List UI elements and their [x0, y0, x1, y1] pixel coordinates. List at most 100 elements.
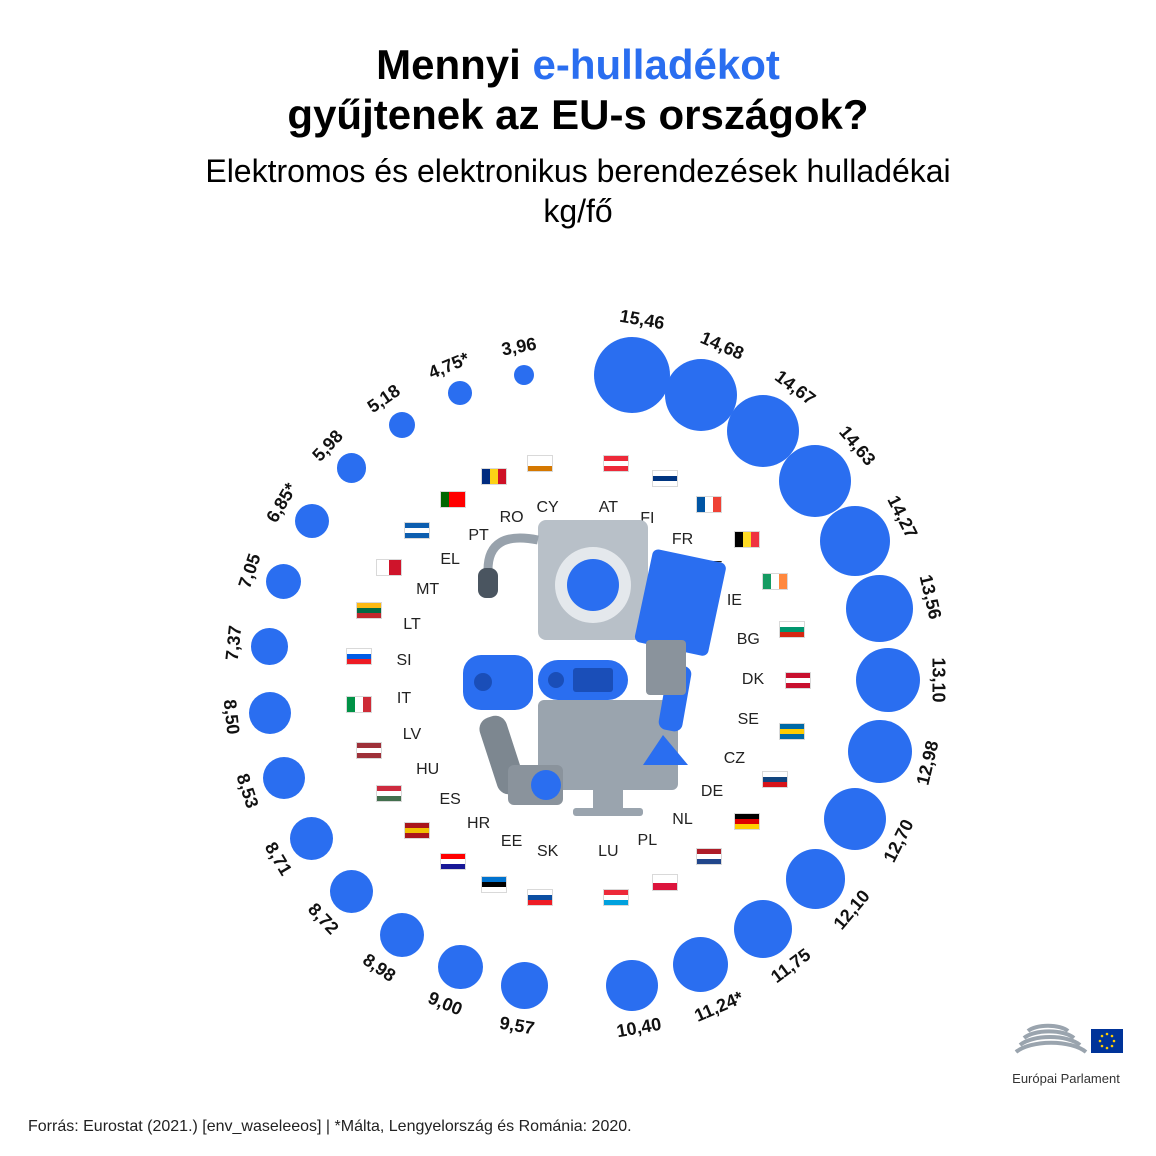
- value-NL: 11,75: [767, 945, 815, 988]
- flag-LT: [356, 602, 382, 619]
- value-PT: 5,18: [364, 381, 405, 418]
- bubble-IT: [249, 692, 291, 734]
- value-RO: 4,75*: [426, 348, 473, 383]
- bubble-MT: [295, 504, 329, 538]
- code-EE: EE: [501, 833, 522, 851]
- footer-source: Forrás: Eurostat (2021.) [env_waseleeos]…: [28, 1118, 632, 1136]
- bubble-FR: [727, 395, 799, 467]
- bubble-LT: [266, 564, 301, 599]
- bubble-EL: [337, 453, 367, 483]
- bubble-BG: [846, 575, 913, 642]
- value-ES: 8,72: [303, 899, 342, 939]
- flag-EL: [404, 522, 430, 539]
- title-line2: gyűjtenek az EU-s országok?: [287, 91, 868, 138]
- value-SK: 9,57: [498, 1013, 536, 1040]
- bubble-DK: [856, 648, 921, 713]
- flag-RO: [481, 468, 507, 485]
- code-SK: SK: [537, 843, 558, 861]
- value-DE: 12,10: [830, 886, 875, 934]
- flag-EE: [481, 876, 507, 893]
- value-IE: 14,27: [883, 492, 922, 542]
- flag-CZ: [762, 771, 788, 788]
- bubble-NL: [734, 900, 792, 958]
- value-MT: 6,85*: [262, 480, 302, 527]
- bubble-CY: [514, 365, 534, 385]
- value-BE: 14,63: [834, 422, 879, 470]
- bubble-AT: [594, 337, 670, 413]
- flag-IE: [762, 573, 788, 590]
- value-AT: 15,46: [618, 305, 666, 334]
- bubble-DE: [786, 849, 846, 909]
- bubble-HU: [290, 817, 333, 860]
- code-SI: SI: [396, 652, 411, 670]
- flag-LU: [603, 889, 629, 906]
- code-LT: LT: [403, 616, 420, 634]
- flag-DK: [785, 672, 811, 689]
- value-EE: 9,00: [425, 988, 465, 1021]
- value-EL: 5,98: [308, 426, 347, 466]
- bubble-RO: [448, 381, 472, 405]
- bubble-PL: [673, 937, 728, 992]
- flag-SE: [779, 723, 805, 740]
- bubble-LU: [606, 960, 657, 1011]
- flag-BG: [779, 621, 805, 638]
- flag-AT: [603, 455, 629, 472]
- code-BG: BG: [737, 631, 760, 649]
- bubble-LV: [263, 757, 305, 799]
- value-BG: 13,56: [914, 572, 945, 621]
- code-IT: IT: [397, 690, 411, 708]
- code-AT: AT: [599, 499, 618, 517]
- value-CY: 3,96: [500, 334, 538, 361]
- code-DK: DK: [742, 671, 764, 689]
- value-SE: 12,98: [913, 739, 944, 788]
- bubble-ES: [330, 870, 373, 913]
- bubble-HR: [380, 913, 424, 957]
- code-PL: PL: [638, 832, 658, 850]
- bubble-IE: [820, 506, 890, 576]
- flag-PT: [440, 491, 466, 508]
- code-LV: LV: [403, 726, 421, 744]
- code-CY: CY: [536, 499, 558, 517]
- bubble-FI: [665, 359, 737, 431]
- header: Mennyi e-hulladékot gyűjtenek az EU-s or…: [0, 0, 1156, 231]
- value-LU: 10,40: [615, 1014, 663, 1043]
- logo-label: Európai Parlament: [1012, 1071, 1120, 1086]
- code-SE: SE: [738, 711, 759, 729]
- flag-HU: [376, 785, 402, 802]
- flag-FI: [652, 470, 678, 487]
- flag-NL: [696, 848, 722, 865]
- value-SI: 7,37: [221, 624, 246, 661]
- flag-BE: [734, 531, 760, 548]
- center-illustration: [428, 520, 728, 820]
- code-LU: LU: [598, 843, 618, 861]
- title-accent: e-hulladékot: [532, 41, 779, 88]
- value-CZ: 12,70: [880, 816, 919, 866]
- value-IT: 8,50: [219, 699, 244, 736]
- flag-LV: [356, 742, 382, 759]
- bubble-SE: [848, 720, 912, 784]
- value-LV: 8,53: [231, 771, 262, 811]
- ep-logo: Európai Parlament: [1006, 1007, 1126, 1086]
- subtitle: Elektromos és elektronikus berendezések …: [0, 151, 1156, 231]
- bubble-SI: [251, 628, 288, 665]
- value-HR: 8,98: [359, 950, 400, 987]
- flag-HR: [440, 853, 466, 870]
- value-LT: 7,05: [235, 551, 266, 591]
- flag-CY: [527, 455, 553, 472]
- bubble-PT: [389, 412, 415, 438]
- flag-ES: [404, 822, 430, 839]
- bubble-SK: [501, 962, 548, 1009]
- flag-MT: [376, 559, 402, 576]
- bubble-BE: [779, 445, 851, 517]
- value-HU: 8,71: [260, 838, 296, 879]
- flag-PL: [652, 874, 678, 891]
- bubble-EE: [438, 945, 483, 990]
- flag-SI: [346, 648, 372, 665]
- code-IE: IE: [727, 592, 742, 610]
- value-PL: 11,24*: [691, 987, 746, 1027]
- flag-SK: [527, 889, 553, 906]
- title: Mennyi e-hulladékot gyűjtenek az EU-s or…: [0, 40, 1156, 141]
- value-FI: 14,68: [697, 327, 747, 364]
- title-line1a: Mennyi: [376, 41, 532, 88]
- flag-IT: [346, 696, 372, 713]
